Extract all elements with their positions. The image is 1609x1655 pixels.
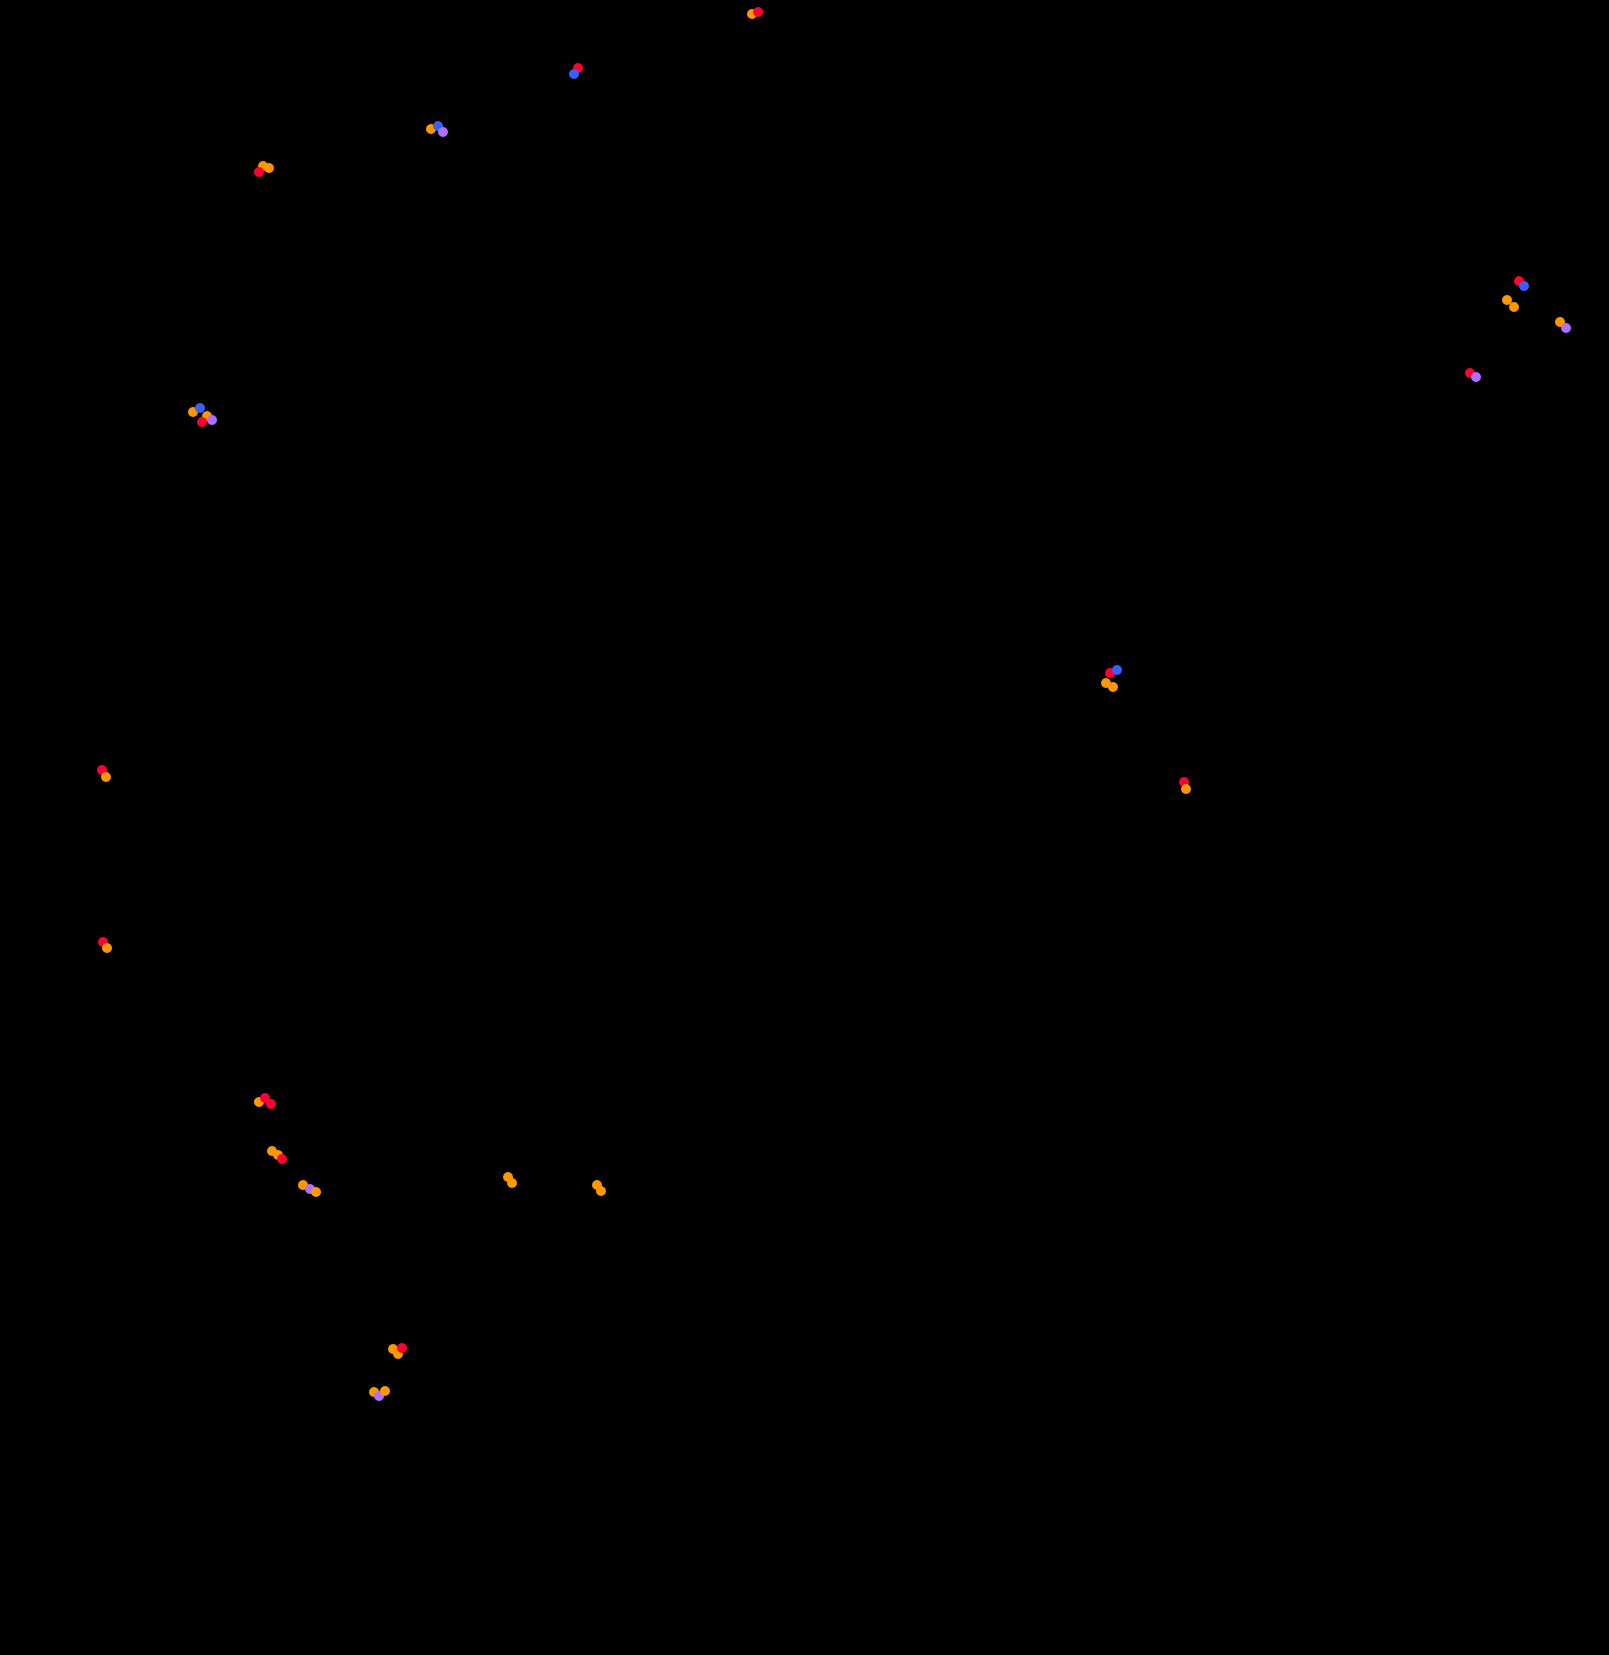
scatter-point [197,417,207,427]
scatter-point [102,943,112,953]
scatter-point [254,167,264,177]
scatter-point [596,1186,606,1196]
scatter-point [397,1343,407,1353]
scatter-point [1112,665,1122,675]
scatter-point [569,69,579,79]
scatter-point [277,1154,287,1164]
scatter-point [1509,302,1519,312]
scatter-point [101,772,111,782]
scatter-point [1519,281,1529,291]
scatter-point [264,163,274,173]
scatter-point [438,127,448,137]
scatter-point [266,1099,276,1109]
scatter-plot [0,0,1609,1655]
scatter-point [1108,682,1118,692]
scatter-point [1471,372,1481,382]
scatter-point [1561,323,1571,333]
scatter-point [1181,784,1191,794]
scatter-point [753,7,763,17]
scatter-point [207,415,217,425]
scatter-point [507,1178,517,1188]
scatter-point [311,1187,321,1197]
scatter-point [380,1386,390,1396]
